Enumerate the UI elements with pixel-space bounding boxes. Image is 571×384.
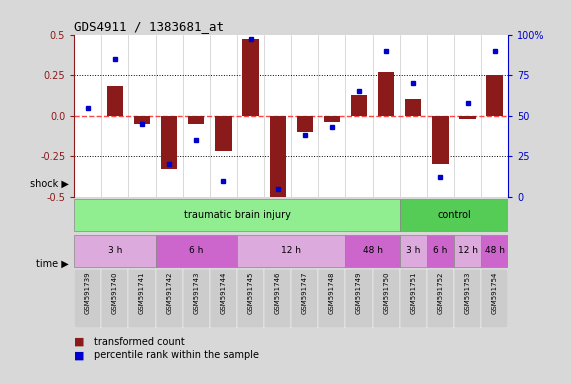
Bar — [242, 40, 259, 116]
Bar — [270, 116, 286, 197]
Bar — [324, 116, 340, 122]
Text: 48 h: 48 h — [363, 246, 383, 255]
Text: GSM591741: GSM591741 — [139, 272, 145, 314]
Bar — [405, 99, 421, 116]
Text: GSM591744: GSM591744 — [220, 272, 227, 314]
Bar — [400, 269, 427, 328]
Text: 48 h: 48 h — [485, 246, 505, 255]
Bar — [319, 269, 345, 328]
Bar — [378, 72, 394, 116]
Bar — [155, 235, 237, 267]
Bar — [481, 235, 508, 267]
Text: percentile rank within the sample: percentile rank within the sample — [94, 350, 259, 360]
Bar — [291, 269, 319, 328]
Text: 12 h: 12 h — [457, 246, 477, 255]
Bar — [188, 116, 204, 124]
Text: GSM591740: GSM591740 — [112, 272, 118, 314]
Text: ■: ■ — [74, 350, 89, 360]
Text: GSM591751: GSM591751 — [410, 272, 416, 314]
Text: GDS4911 / 1383681_at: GDS4911 / 1383681_at — [74, 20, 224, 33]
Bar — [481, 269, 508, 328]
Text: shock ▶: shock ▶ — [30, 179, 69, 189]
Bar — [161, 116, 177, 169]
Bar — [372, 269, 400, 328]
Text: GSM591750: GSM591750 — [383, 272, 389, 314]
Text: GSM591753: GSM591753 — [464, 272, 471, 314]
Text: control: control — [437, 210, 471, 220]
Text: 6 h: 6 h — [189, 246, 203, 255]
Text: ■: ■ — [74, 337, 89, 347]
Bar — [432, 116, 449, 164]
Text: GSM591746: GSM591746 — [275, 272, 281, 314]
Bar — [264, 269, 291, 328]
Bar — [237, 269, 264, 328]
Text: 12 h: 12 h — [281, 246, 301, 255]
Bar — [155, 269, 183, 328]
Text: GSM591745: GSM591745 — [247, 272, 254, 314]
Bar — [210, 269, 237, 328]
Text: time ▶: time ▶ — [36, 259, 69, 269]
Bar — [427, 235, 454, 267]
Bar — [486, 75, 502, 116]
Bar — [215, 116, 232, 151]
Bar — [400, 199, 508, 231]
Bar — [74, 269, 102, 328]
Bar — [351, 94, 367, 116]
Bar — [454, 235, 481, 267]
Text: GSM591748: GSM591748 — [329, 272, 335, 314]
Text: traumatic brain injury: traumatic brain injury — [183, 210, 291, 220]
Bar — [345, 269, 372, 328]
Text: GSM591752: GSM591752 — [437, 272, 444, 314]
Text: 3 h: 3 h — [406, 246, 420, 255]
Bar — [183, 269, 210, 328]
Bar — [134, 116, 150, 124]
Text: 3 h: 3 h — [108, 246, 122, 255]
Bar — [237, 235, 345, 267]
Text: GSM591754: GSM591754 — [492, 272, 498, 314]
Bar — [128, 269, 155, 328]
Bar — [74, 235, 155, 267]
Bar — [297, 116, 313, 132]
Bar — [459, 116, 476, 119]
Text: GSM591742: GSM591742 — [166, 272, 172, 314]
Text: GSM591739: GSM591739 — [85, 272, 91, 314]
Bar — [400, 235, 427, 267]
Text: transformed count: transformed count — [94, 337, 185, 347]
Bar — [345, 235, 400, 267]
Text: GSM591747: GSM591747 — [301, 272, 308, 314]
Bar — [427, 269, 454, 328]
Bar — [102, 269, 128, 328]
Text: GSM591749: GSM591749 — [356, 272, 362, 314]
Bar — [107, 86, 123, 116]
Bar — [454, 269, 481, 328]
Text: GSM591743: GSM591743 — [193, 272, 199, 314]
Bar — [74, 199, 400, 231]
Text: 6 h: 6 h — [433, 246, 448, 255]
